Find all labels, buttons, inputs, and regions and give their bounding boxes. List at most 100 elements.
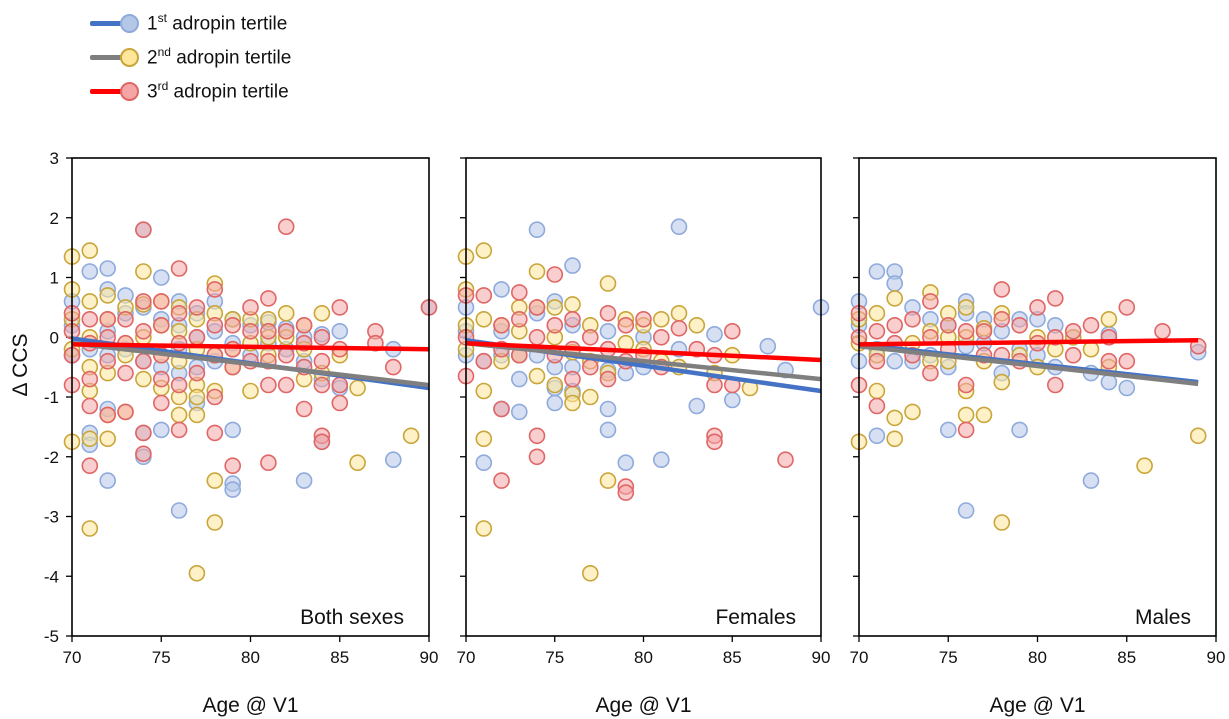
- data-point: [957, 376, 975, 394]
- data-point: [1011, 316, 1028, 334]
- data-point: [206, 316, 224, 334]
- data-point: [1154, 322, 1171, 340]
- data-point: [599, 400, 617, 418]
- data-point: [170, 421, 188, 439]
- data-point: [402, 427, 420, 445]
- plot-frame: [465, 157, 822, 637]
- data-point: [528, 367, 546, 385]
- data-point: [349, 379, 366, 397]
- data-point: [331, 376, 349, 394]
- data-point: [1100, 352, 1118, 370]
- data-point: [1082, 472, 1100, 489]
- data-point: [868, 397, 886, 415]
- trend-line: [858, 337, 1199, 347]
- data-point: [564, 257, 581, 274]
- data-point: [617, 454, 635, 472]
- y-tick-label: -1: [44, 388, 59, 407]
- y-tick-label: -2: [44, 448, 59, 467]
- x-tick-label: 70: [457, 648, 476, 667]
- data-point: [117, 403, 134, 421]
- chart-panel-3: 70 75 80 85 90 Males Age @ V1: [850, 157, 1225, 717]
- data-point: [81, 457, 99, 475]
- data-point: [635, 310, 652, 328]
- legend-item-tertile-1: 1st adropin tertile: [90, 6, 291, 40]
- data-point: [242, 322, 259, 340]
- data-point: [1082, 340, 1100, 358]
- data-point: [886, 409, 904, 427]
- legend-item-tertile-2: 2nd adropin tertile: [90, 40, 291, 74]
- data-point: [993, 310, 1011, 328]
- data-point: [652, 310, 670, 328]
- data-point: [599, 421, 617, 439]
- data-point: [688, 316, 706, 334]
- data-point: [706, 325, 723, 343]
- legend-line-swatch: [90, 54, 122, 60]
- data-point: [886, 316, 904, 334]
- data-point: [277, 376, 295, 394]
- legend-line-swatch: [90, 20, 122, 26]
- data-point: [99, 472, 116, 489]
- data-point: [135, 352, 152, 370]
- legend-label: 2nd adropin tertile: [147, 44, 292, 69]
- data-point: [1118, 352, 1136, 370]
- data-point: [1064, 322, 1082, 340]
- data-point: [99, 430, 116, 448]
- data-point: [475, 430, 493, 448]
- data-point: [81, 430, 99, 448]
- data-point: [1100, 310, 1118, 328]
- data-point: [868, 322, 886, 340]
- data-point: [206, 281, 224, 298]
- trend-line: [71, 342, 430, 352]
- data-point: [868, 427, 886, 445]
- data-point: [723, 322, 741, 340]
- data-point: [170, 334, 188, 352]
- data-point: [313, 328, 331, 346]
- data-point: [260, 322, 277, 340]
- data-point: [260, 454, 277, 472]
- data-point: [99, 310, 116, 328]
- x-tick-label: 90: [812, 648, 831, 667]
- data-point: [170, 376, 188, 394]
- y-tick-label: -4: [44, 567, 59, 586]
- data-point: [135, 293, 152, 310]
- data-point: [153, 394, 170, 412]
- panel-title: Females: [715, 606, 796, 629]
- y-tick-label: 1: [50, 269, 59, 288]
- data-point: [135, 370, 152, 388]
- data-point: [242, 299, 259, 316]
- data-point: [493, 472, 510, 489]
- data-point: [759, 337, 777, 355]
- data-point: [206, 472, 224, 489]
- panel-title: Males: [1135, 606, 1191, 629]
- chart-panel-2: 70 75 80 85 90 Females Age @ V1: [457, 157, 831, 717]
- data-point: [564, 394, 581, 412]
- data-point: [993, 514, 1011, 531]
- data-point: [206, 424, 224, 442]
- data-point: [188, 328, 206, 346]
- data-point: [170, 260, 188, 277]
- data-point: [277, 346, 295, 364]
- data-point: [886, 352, 904, 370]
- data-point: [1047, 376, 1064, 394]
- data-point: [1047, 290, 1064, 307]
- data-point: [510, 310, 528, 328]
- data-point: [349, 454, 366, 472]
- data-point: [277, 304, 295, 322]
- x-tick-label: 75: [545, 648, 564, 667]
- data-point: [670, 319, 688, 337]
- data-point: [99, 406, 116, 424]
- data-point: [135, 263, 152, 280]
- x-tick-label: 75: [152, 648, 171, 667]
- data-point: [493, 281, 510, 298]
- data-point: [688, 397, 706, 415]
- plot-frame: [71, 157, 430, 637]
- legend-line-swatch: [90, 88, 122, 94]
- data-point: [546, 376, 564, 394]
- data-point: [475, 310, 493, 328]
- data-point: [493, 400, 510, 418]
- data-point: [670, 218, 688, 235]
- data-point: [277, 218, 295, 235]
- data-point: [564, 370, 581, 388]
- data-point: [135, 322, 152, 340]
